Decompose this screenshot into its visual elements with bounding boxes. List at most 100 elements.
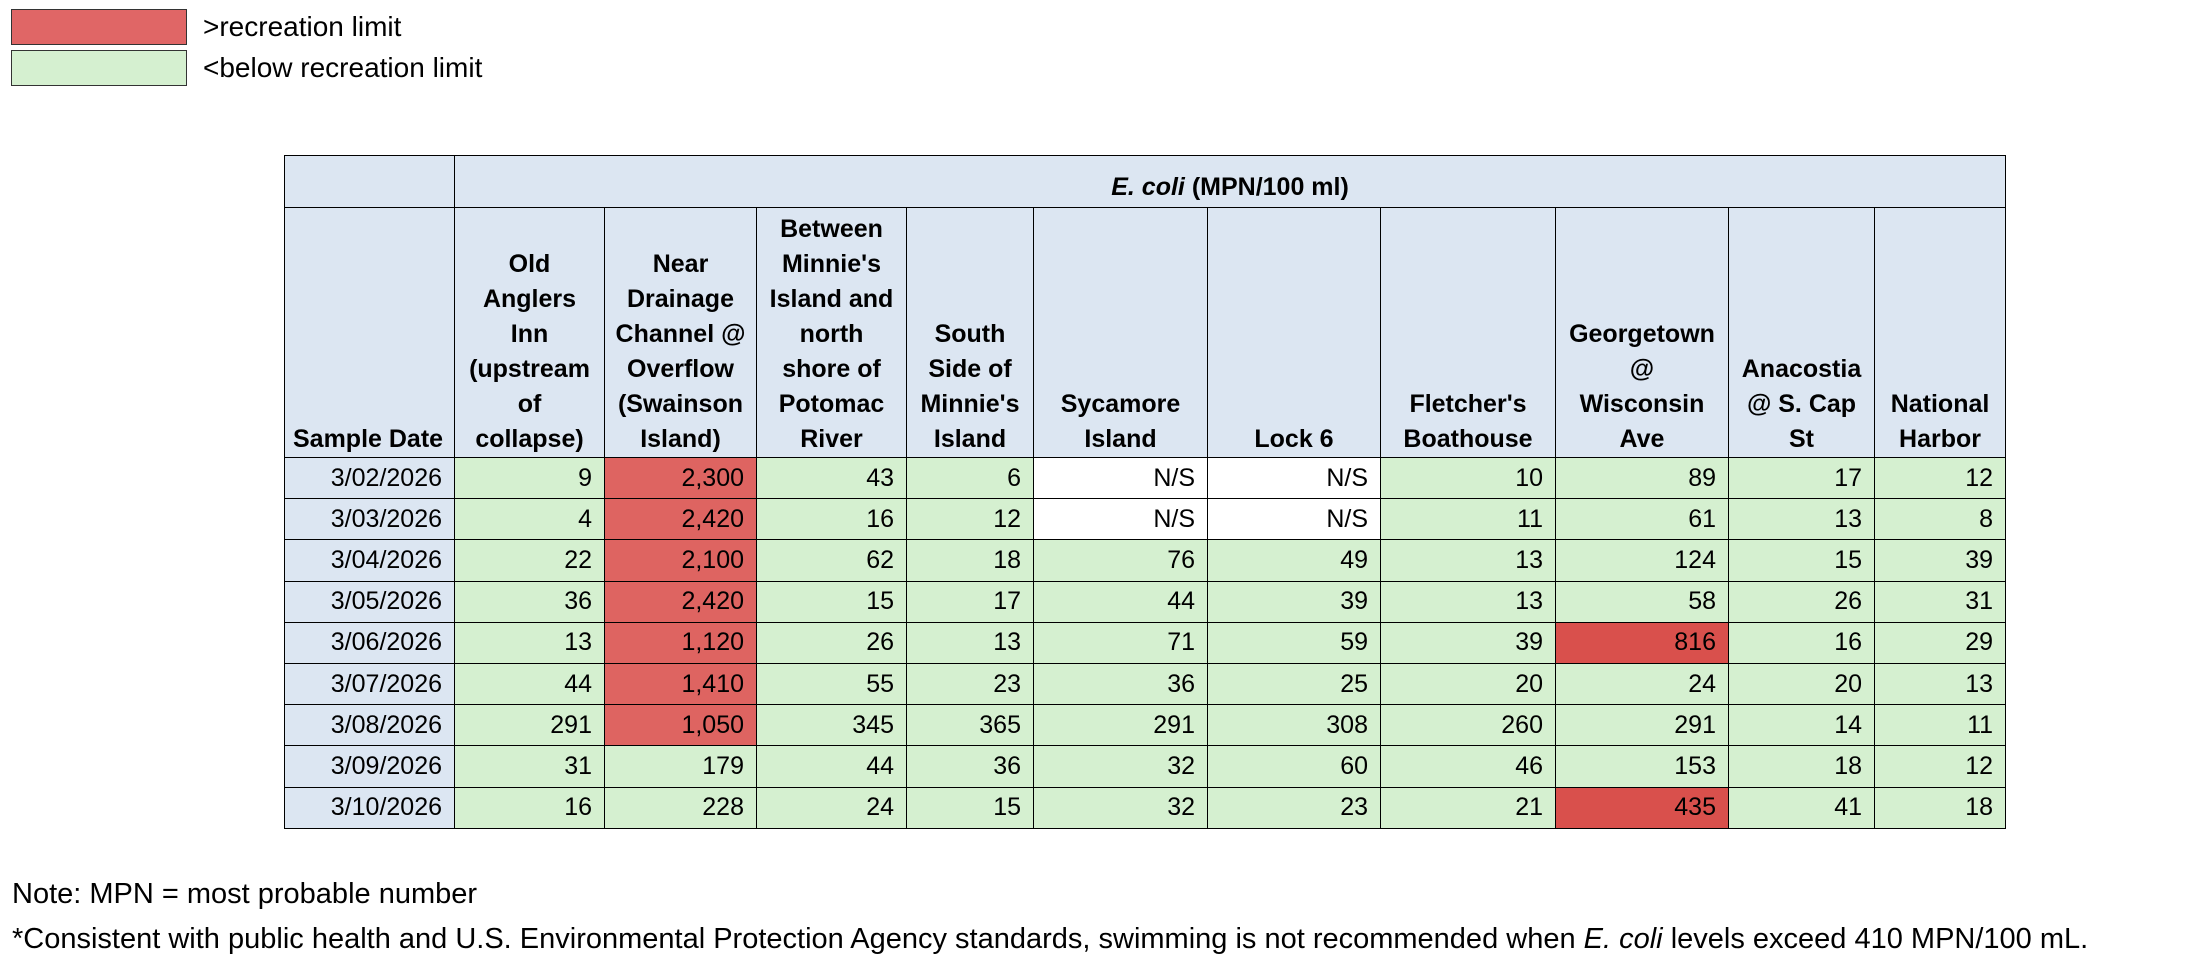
value-cell: 345 (756, 704, 907, 747)
note-italic: E. coli (1583, 923, 1663, 955)
value-cell: 228 (604, 786, 757, 829)
value-cell: 12 (906, 498, 1034, 541)
value-cell: 9 (454, 456, 605, 500)
value-cell: 291 (1555, 704, 1729, 747)
value-cell: 16 (756, 498, 907, 541)
value-cell: 13 (1380, 580, 1556, 623)
note: Note: MPN = most probable number (12, 878, 478, 910)
value-cell: 14 (1728, 704, 1875, 747)
data-row: 3/02/2026 9 2,300 43 6 N/S N/S 10 89 17 12 (284, 456, 2007, 500)
legend-item: <below recreation limit (11, 48, 482, 88)
data-row: 3/03/2026 4 2,420 16 12 N/S N/S 11 61 13 8 (284, 498, 2007, 541)
group-header: E. coli (MPN/100 ml) (453, 155, 2007, 208)
value-cell: N/S (1033, 456, 1208, 500)
value-cell: 23 (906, 662, 1034, 706)
value-cell: N/S (1207, 456, 1381, 500)
column-header: Anacostia @ S. Cap St (1728, 207, 1875, 458)
value-cell: 2,100 (604, 539, 757, 582)
value-cell: 39 (1207, 580, 1381, 623)
value-cell: 32 (1033, 786, 1208, 829)
value-cell: 18 (1728, 745, 1875, 788)
value-cell: 36 (454, 580, 605, 623)
value-cell: 12 (1873, 745, 2007, 788)
column-header: Georgetown @ Wisconsin Ave (1555, 207, 1729, 458)
value-cell: 43 (756, 456, 907, 500)
date-cell: 3/07/2026 (284, 662, 455, 706)
value-cell: 13 (454, 621, 605, 664)
data-row: 3/04/2026 22 2,100 62 18 76 49 13 124 15 39 (284, 539, 2007, 582)
data-row: 3/07/2026 44 1,410 55 23 36 25 20 24 20 13 (284, 662, 2007, 706)
data-row: 3/06/2026 13 1,120 26 13 71 59 39 816 16 29 (284, 621, 2007, 664)
group-header-text: (MPN/100 ml) (1191, 173, 1349, 201)
legend: >recreation limit <below recreation limit (11, 7, 482, 89)
value-cell: 6 (906, 456, 1034, 500)
legend-swatch (11, 9, 187, 45)
value-cell: 39 (1873, 539, 2007, 582)
value-cell: N/S (1207, 498, 1381, 541)
value-cell: 17 (906, 580, 1034, 623)
value-cell: 76 (1033, 539, 1208, 582)
value-cell: 4 (454, 498, 605, 541)
value-cell: 153 (1555, 745, 1729, 788)
value-cell: N/S (1033, 498, 1208, 541)
column-header: Sycamore Island (1033, 207, 1208, 458)
data-row: 3/05/2026 36 2,420 15 17 44 39 13 58 26 31 (284, 580, 2007, 623)
value-cell: 20 (1380, 662, 1556, 706)
date-cell: 3/09/2026 (284, 745, 455, 788)
value-cell: 8 (1873, 498, 2007, 541)
data-table: E. coli (MPN/100 ml) Sample Date Old Angle… (284, 155, 2007, 829)
value-cell: 20 (1728, 662, 1875, 706)
value-cell: 13 (1873, 662, 2007, 706)
value-cell: 179 (604, 745, 757, 788)
value-cell: 24 (756, 786, 907, 829)
value-cell: 16 (454, 786, 605, 829)
value-cell: 26 (1728, 580, 1875, 623)
table-header: E. coli (MPN/100 ml) Sample Date Old Angle… (284, 155, 2007, 458)
value-cell: 55 (756, 662, 907, 706)
value-cell: 41 (1728, 786, 1875, 829)
value-cell: 308 (1207, 704, 1381, 747)
value-cell: 25 (1207, 662, 1381, 706)
note-text: *Consistent with public health and U.S. … (12, 923, 1576, 955)
data-row: 3/08/2026 291 1,050 345 365 291 308 260 291 14 11 (284, 704, 2007, 747)
value-cell: 18 (1873, 786, 2007, 829)
note: *Consistent with public health and U.S. … (12, 917, 2088, 962)
value-cell: 22 (454, 539, 605, 582)
value-cell: 62 (756, 539, 907, 582)
date-header: Sample Date (284, 207, 455, 458)
value-cell: 291 (454, 704, 605, 747)
value-cell: 59 (1207, 621, 1381, 664)
value-cell: 58 (1555, 580, 1729, 623)
table-body: 3/02/2026 9 2,300 43 6 N/S N/S 10 89 17 12 3/03/202… (284, 456, 2007, 829)
value-cell: 71 (1033, 621, 1208, 664)
value-cell: 15 (756, 580, 907, 623)
value-cell: 21 (1380, 786, 1556, 829)
notes: Note: MPN = most probable number *Consis… (12, 872, 2088, 962)
date-cell: 3/04/2026 (284, 539, 455, 582)
legend-item: >recreation limit (11, 7, 482, 47)
value-cell: 26 (756, 621, 907, 664)
legend-label: <below recreation limit (203, 52, 483, 83)
legend-label: >recreation limit (203, 11, 402, 42)
value-cell: 31 (1873, 580, 2007, 623)
value-cell: 23 (1207, 786, 1381, 829)
value-cell: 18 (906, 539, 1034, 582)
column-header: South Side of Minnie's Island (906, 207, 1034, 458)
column-header: National Harbor (1873, 207, 2007, 458)
value-cell: 1,120 (604, 621, 757, 664)
value-cell: 29 (1873, 621, 2007, 664)
value-cell: 17 (1728, 456, 1875, 500)
value-cell: 2,420 (604, 498, 757, 541)
date-cell: 3/05/2026 (284, 580, 455, 623)
value-cell: 39 (1380, 621, 1556, 664)
value-cell: 36 (1033, 662, 1208, 706)
value-cell: 15 (906, 786, 1034, 829)
note-text: levels exceed 410 MPN/100 mL. (1670, 923, 2089, 955)
value-cell: 1,050 (604, 704, 757, 747)
value-cell: 2,420 (604, 580, 757, 623)
value-cell: 24 (1555, 662, 1729, 706)
value-cell: 44 (1033, 580, 1208, 623)
data-row: 3/09/2026 31 179 44 36 32 60 46 153 18 12 (284, 745, 2007, 788)
legend-swatch (11, 50, 187, 86)
